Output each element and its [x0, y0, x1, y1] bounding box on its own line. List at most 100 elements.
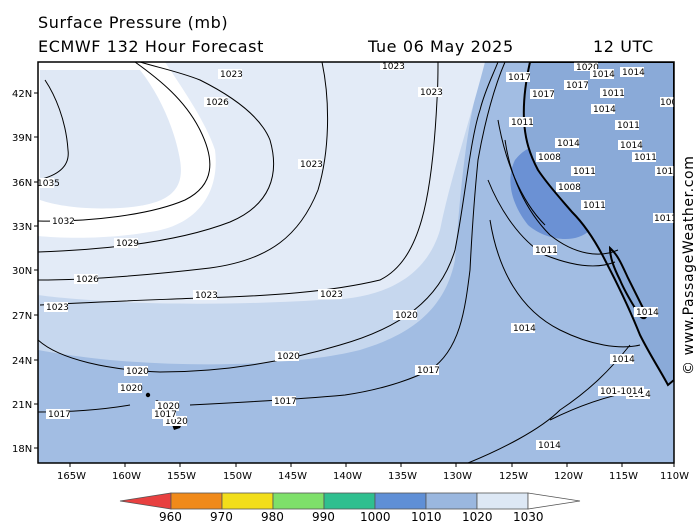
isobar-label: 1029 [114, 238, 139, 249]
colorbar-tick-label: 1010 [411, 510, 442, 524]
forecast-model-label: ECMWF 132 Hour Forecast [38, 37, 264, 56]
isobar-label: 1017 [46, 409, 71, 420]
colorbar-segment [374, 492, 427, 510]
colorbar-tick-label: 970 [210, 510, 233, 524]
svg-text:1020: 1020 [576, 63, 599, 73]
svg-text:1020: 1020 [395, 311, 418, 321]
colorbar-segment [323, 492, 376, 510]
lon-tick-label: 120W [554, 471, 583, 482]
colorbar-arrow-low [119, 492, 172, 510]
isobar [467, 344, 631, 463]
isobar-label: 1023 [193, 290, 218, 301]
isobar-label: 1011 [600, 88, 625, 99]
lat-tick-label: 18N [12, 444, 32, 455]
hawaii-islet [145, 392, 151, 398]
isobar-label: 1035 [38, 178, 60, 189]
isobar-label: 1026 [204, 97, 229, 108]
colorbar-tick-label: 1020 [462, 510, 493, 524]
svg-text:1032: 1032 [52, 217, 75, 227]
isobar-label: 1017 [415, 365, 440, 376]
isobar-label: 1017 [530, 89, 555, 100]
svg-text:1023: 1023 [420, 88, 443, 98]
isobar-label: 1011 [632, 152, 657, 163]
svg-text:1020: 1020 [277, 352, 300, 362]
isobar-label: 1020 [574, 62, 599, 73]
svg-text:1023: 1023 [382, 62, 405, 72]
lon-tick-label: 140W [333, 471, 362, 482]
colorbar-segment [272, 492, 325, 510]
lon-tick-label: 150W [223, 471, 252, 482]
isobar-label: 1023 [218, 69, 243, 80]
colorbar-segment [221, 492, 274, 510]
isobar-label: 1014 [536, 440, 561, 451]
isobar [38, 79, 69, 181]
isobar-label: 1023 [44, 302, 69, 313]
copyright-credit: © www.PassageWeather.com [681, 155, 697, 375]
svg-text:1023: 1023 [220, 70, 243, 80]
svg-text:1029: 1029 [116, 239, 139, 249]
lon-tick-label: 125W [499, 471, 528, 482]
svg-text:1014: 1014 [622, 68, 645, 78]
lat-tick-label: 39N [12, 133, 32, 144]
svg-text:1020: 1020 [120, 384, 143, 394]
latitude-axis: 42N 39N 36N 33N 30N 27N 24N 21N 18N [12, 89, 38, 455]
svg-text:1017: 1017 [48, 410, 71, 420]
lat-tick-label: 42N [12, 89, 32, 100]
colorbar-tick-label: 1000 [360, 510, 391, 524]
colorbar-arrow-high [527, 492, 581, 510]
isobar-label: 1008 [556, 182, 581, 193]
isobar-label: 1017 [272, 396, 297, 407]
lat-tick-label: 27N [12, 311, 32, 322]
svg-text:1011: 1011 [511, 118, 534, 128]
lon-tick-label: 130W [443, 471, 472, 482]
map-frame [37, 61, 675, 464]
svg-text:1011: 1011 [602, 89, 625, 99]
svg-text:1017: 1017 [508, 73, 531, 83]
pressure-colorbar: 960 970 980 990 1000 1010 1020 1030 [119, 492, 581, 524]
isobar-label: 1017 [564, 80, 589, 91]
isobar-label: 1020 [155, 401, 180, 412]
svg-text:1023: 1023 [46, 303, 69, 313]
svg-text:1020: 1020 [165, 417, 188, 427]
isobar-label: 1020 [118, 383, 143, 394]
isobar-label: 101-1014 [598, 386, 644, 397]
svg-text:1014: 1014 [592, 70, 615, 80]
svg-text:1011: 1011 [573, 167, 596, 177]
colorbar-tick-label: 960 [159, 510, 182, 524]
lon-tick-label: 160W [112, 471, 141, 482]
isobar-label: 1017 [506, 72, 531, 83]
isobar-label: 1011 [581, 200, 606, 211]
lat-tick-label: 30N [12, 266, 32, 277]
isobar-label: 1014 [634, 307, 659, 318]
svg-text:1023: 1023 [195, 291, 218, 301]
isobar-lines [38, 62, 641, 463]
svg-text:1011: 1011 [535, 246, 558, 256]
isobar-label: 1014 [591, 104, 616, 115]
colorbar-segment [425, 492, 478, 510]
svg-text:1008: 1008 [538, 153, 561, 163]
isobar-label: 1011 [653, 213, 674, 224]
longitude-axis: 165W 160W 155W 150W 145W 140W 135W 130W … [57, 463, 689, 482]
svg-text:1014: 1014 [557, 139, 580, 149]
colorbar-tick-label: 990 [312, 510, 335, 524]
lon-tick-label: 110W [660, 471, 689, 482]
svg-text:1023: 1023 [300, 160, 323, 170]
svg-text:1014: 1014 [636, 308, 659, 318]
isobar-label: 1011 [655, 166, 674, 177]
isobar-label: 1014 [511, 323, 536, 334]
svg-text:1014: 1014 [620, 141, 643, 151]
isobar-label: 1023 [318, 289, 343, 300]
svg-text:1011: 1011 [634, 153, 657, 163]
colorbar-segment [170, 492, 223, 510]
isobar-label: 1011 [509, 117, 534, 128]
lon-tick-label: 145W [278, 471, 307, 482]
isobar-label: 1011 [533, 245, 558, 256]
isobar-label: 1020 [124, 366, 149, 377]
colorbar-segment [476, 492, 529, 510]
isobar-label: 1023 [298, 159, 323, 170]
isobar [38, 62, 211, 222]
isobar-label: 1014 [555, 138, 580, 149]
pressure-fields: 1035 1032 1029 1026 1023 1023 1023 1023 … [38, 62, 674, 463]
svg-text:1011: 1011 [617, 121, 640, 131]
forecast-time: 12 UTC [593, 37, 654, 56]
